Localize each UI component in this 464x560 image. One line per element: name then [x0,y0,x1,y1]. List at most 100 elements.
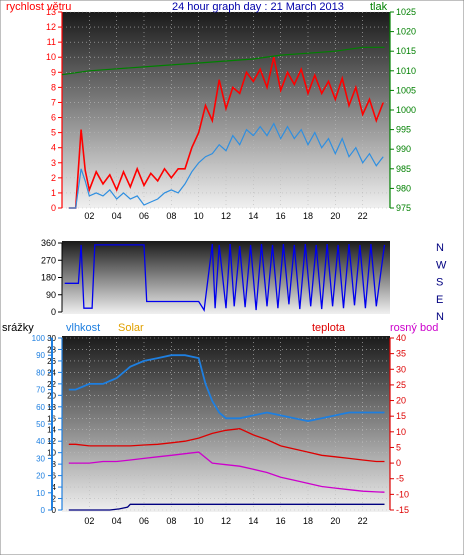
humidity-tick: 6 [52,472,57,481]
wind-left-tick: 0 [51,203,56,213]
pressure-right-tick: 985 [396,164,411,174]
humidity-tick: 8 [52,460,57,469]
temp-right-tick: 20 [396,396,406,406]
direction-compass-label: N [436,311,444,323]
direction-compass-label: E [436,294,443,306]
rain-tick: 100 [32,334,46,343]
pressure-right-tick: 1015 [396,46,416,56]
rain-tick: 80 [36,368,45,377]
wind-speed-label: rychlost větru [6,1,71,13]
humidity-tick: 2 [52,495,57,504]
pressure-right-tick: 1005 [396,85,416,95]
wind-x-tick: 14 [248,211,258,221]
wind-left-tick: 2 [51,173,56,183]
pressure-right-tick: 1000 [396,105,416,115]
direction-compass-label: S [436,277,443,289]
temp-x-tick: 06 [139,516,149,526]
temp-right-tick: 25 [396,380,406,390]
rain-label: srážky [2,322,34,334]
pressure-label: tlak [370,1,388,13]
wind-left-tick: 3 [51,158,56,168]
humidity-label: vlhkost [66,322,100,334]
temp-x-tick: 08 [166,516,176,526]
rain-tick: 40 [36,437,45,446]
temperature-label: teplota [312,322,346,334]
wind-x-tick: 16 [276,211,286,221]
wind-x-tick: 12 [221,211,231,221]
temp-x-tick: 10 [194,516,204,526]
temp-x-tick: 02 [84,516,94,526]
temp-right-tick: -10 [396,489,409,499]
temp-right-tick: 15 [396,411,406,421]
series-temperature [68,428,385,463]
wind-left-tick: 11 [47,37,56,47]
wind-x-tick: 22 [358,211,368,221]
temp-right-tick: 10 [396,427,406,437]
wind-left-tick: 1 [51,188,56,198]
wind-x-tick: 04 [112,211,122,221]
rain-tick: 10 [36,489,45,498]
temp-right-tick: 30 [396,364,406,374]
chart-marks: 02 04 06 08 10 12 14 16 18 20 22012345678910111213… [32,7,447,526]
temp-right-tick: -15 [396,505,409,515]
direction-compass-label: W [436,259,447,271]
temp-x-tick: 12 [221,516,231,526]
rain-tick: 20 [36,472,45,481]
rain-tick: 70 [36,386,45,395]
direction-left-tick: 180 [41,273,56,283]
rain-tick: 50 [36,420,45,429]
rain-tick: 30 [36,454,45,463]
wind-left-tick: 4 [51,143,56,153]
chart-title: 24 hour graph day : 21 March 2013 [172,1,344,13]
wind-left-tick: 7 [51,97,56,107]
temp-x-tick: 14 [248,516,258,526]
series-dewpoint [68,451,385,493]
rain-tick: 90 [36,351,45,360]
direction-left-tick: 270 [41,255,56,265]
wind-left-tick: 10 [46,52,56,62]
wind-left-tick: 9 [51,67,56,77]
direction-left-tick: 0 [51,307,56,317]
pressure-right-tick: 975 [396,203,411,213]
wind-left-tick: 8 [51,82,56,92]
dewpoint-label: rosný bod [390,322,438,334]
pressure-right-tick: 980 [396,183,411,193]
temp-x-tick: 22 [358,516,368,526]
temp-x-tick: 16 [276,516,286,526]
temp-right-tick: 35 [396,349,406,359]
temp-right-tick: -5 [396,474,404,484]
humidity-tick: 0 [52,506,57,515]
humidity-tick: 4 [52,483,57,492]
temp-x-tick: 20 [330,516,340,526]
pressure-right-tick: 995 [396,125,411,135]
solar-label: Solar [118,322,144,334]
series-average [68,122,384,209]
direction-left-tick: 90 [46,290,56,300]
series-gust [68,57,384,209]
temp-right-tick: 0 [396,458,401,468]
direction-compass-label: N [436,242,444,254]
rain-tick: 60 [36,403,45,412]
wind-x-tick: 20 [330,211,340,221]
pressure-right-tick: 990 [396,144,411,154]
series-rain [68,503,385,511]
wind-x-tick: 08 [166,211,176,221]
wind-left-tick: 6 [51,113,56,123]
series-direction [64,243,386,312]
pressure-right-tick: 1010 [396,66,416,76]
wind-left-tick: 5 [51,128,56,138]
rain-tick: 0 [41,506,46,515]
wind-x-tick: 02 [84,211,94,221]
wind-left-tick: 12 [46,22,56,32]
wind-x-tick: 18 [303,211,313,221]
direction-left-tick: 360 [41,238,56,248]
temp-right-tick: 40 [396,333,406,343]
pressure-right-tick: 1025 [396,7,416,17]
pressure-right-tick: 1020 [396,27,416,37]
temp-right-tick: 5 [396,442,401,452]
series-pressure [61,46,385,76]
series-humidity [68,354,385,423]
wind-x-tick: 10 [194,211,204,221]
